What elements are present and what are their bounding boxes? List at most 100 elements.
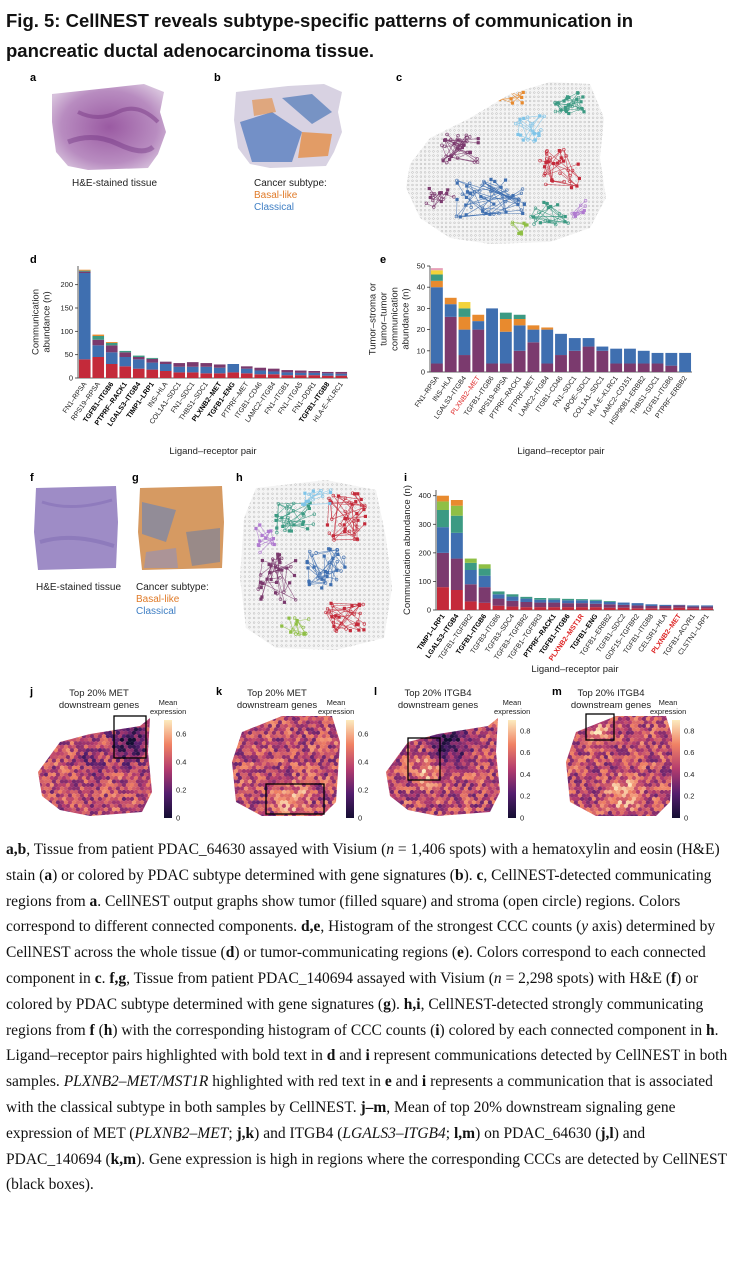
subtype-legend-title-g: Cancer subtype: [136, 582, 209, 593]
bar-segment [436, 587, 449, 610]
bar-segment [659, 606, 672, 609]
panel-label-f: f [30, 472, 34, 484]
colorbar-m-title: Mean expression [650, 698, 687, 716]
bar-segment [541, 329, 554, 364]
y-tick-label: 0 [69, 374, 73, 383]
bar-segment [472, 321, 485, 330]
bar-segment [186, 362, 199, 367]
bar-segment [450, 532, 463, 559]
bar-segment [534, 602, 547, 608]
bar-segment [555, 355, 567, 372]
bar-segment [665, 352, 678, 366]
bar-segment [92, 334, 105, 336]
y-tick-label: 100 [60, 327, 73, 336]
bar-segment [159, 371, 172, 378]
bar-segment [568, 350, 581, 372]
bar-segment [562, 600, 575, 604]
subtype-tissue-image-b [234, 84, 342, 168]
detected-region-box [265, 783, 325, 815]
bar-segment [631, 603, 644, 606]
bar-segment [659, 608, 672, 610]
bar-segment [603, 607, 616, 610]
bar-segment [603, 604, 616, 608]
bar-segment [78, 273, 91, 360]
connected-component [529, 200, 570, 227]
bar-segment [294, 370, 307, 373]
bar-segment [281, 372, 294, 376]
bar-segment [213, 373, 226, 378]
y-tick-label: 300 [418, 520, 431, 529]
bar-segment [568, 338, 581, 351]
histogram-e: 0 10 20 30 40 50 FN1–RPSA INS–HLA LGALS3–ITGB4 PL… [368, 258, 708, 463]
y-tick-label: 150 [60, 304, 73, 313]
bar-segment [240, 368, 253, 374]
bar-segment [492, 605, 505, 610]
bar-segment [254, 374, 267, 378]
bar-segment [267, 374, 280, 378]
bar-segment [520, 596, 533, 599]
colorbar-tick-label: 0.6 [684, 748, 694, 757]
y-tick-label: 100 [418, 577, 431, 586]
colorbar-tick-label: 0.2 [684, 792, 694, 801]
y-tick-label: 10 [417, 346, 425, 355]
communication-graph-h [240, 480, 392, 650]
panel-f-caption: H&E-stained tissue [36, 582, 122, 593]
bar-segment [335, 373, 348, 376]
histogram-d: 0 50 100 150 200 FN1–RPSA RPS19–RPSA TGFB1–ITGB… [30, 258, 360, 463]
subtype-legend-basal: Basal-like [254, 190, 298, 201]
colorbar-tick-label: 0.4 [176, 758, 186, 767]
bar-segment [105, 364, 118, 378]
connected-component [424, 186, 456, 209]
y-tick-label: 50 [417, 262, 425, 271]
bar-segment [506, 594, 519, 597]
bar-segment [458, 329, 471, 356]
bar-segment [213, 367, 226, 374]
bar-segment [555, 333, 567, 356]
bar-segment [472, 329, 485, 372]
bar-segment [78, 271, 91, 273]
bar-segment [492, 591, 505, 595]
bar-segment [267, 371, 280, 375]
bar-segment [78, 270, 91, 272]
panel-label-i: i [404, 472, 408, 484]
bar-segment [534, 607, 547, 610]
connected-component [514, 114, 546, 143]
bar-segment [105, 342, 118, 343]
bar-segment [679, 352, 692, 372]
y-axis-title: Communication abundance (n) [402, 485, 413, 615]
bar-segment [534, 599, 547, 603]
bar-segment [610, 348, 623, 364]
connected-component [256, 552, 298, 604]
bar-segment [444, 297, 457, 305]
bar-segment [173, 363, 186, 367]
bar-segment [119, 366, 132, 378]
y-tick-label: 0 [427, 606, 431, 615]
bar-segment [486, 363, 498, 372]
communication-graph-c [406, 82, 606, 244]
bar-segment [562, 607, 575, 610]
connected-component [454, 177, 526, 219]
figure-title: Fig. 5: CellNEST reveals subtype-specifi… [6, 10, 634, 61]
y-tick-label: 400 [418, 491, 431, 500]
connected-component [301, 488, 333, 507]
bar-segment [520, 602, 533, 608]
bar-segment [132, 355, 145, 357]
bar-segment [308, 375, 321, 378]
bar-segment [575, 607, 588, 610]
panel-label-d: d [30, 254, 37, 266]
connected-component [553, 91, 586, 116]
bar-segment [673, 605, 686, 608]
bar-segment [159, 361, 172, 364]
expression-spots [566, 716, 674, 816]
bar-segment [321, 375, 334, 378]
bar-segment [603, 601, 616, 602]
bar-segment [499, 312, 512, 319]
bar-segment [458, 316, 471, 330]
bar-segment [617, 602, 630, 605]
colorbar [346, 720, 354, 818]
connected-component [274, 501, 317, 535]
bar-segment [645, 604, 658, 606]
connected-component [324, 601, 367, 633]
bar-segment [520, 607, 533, 610]
colorbar-tick-label: 0.4 [684, 770, 694, 779]
